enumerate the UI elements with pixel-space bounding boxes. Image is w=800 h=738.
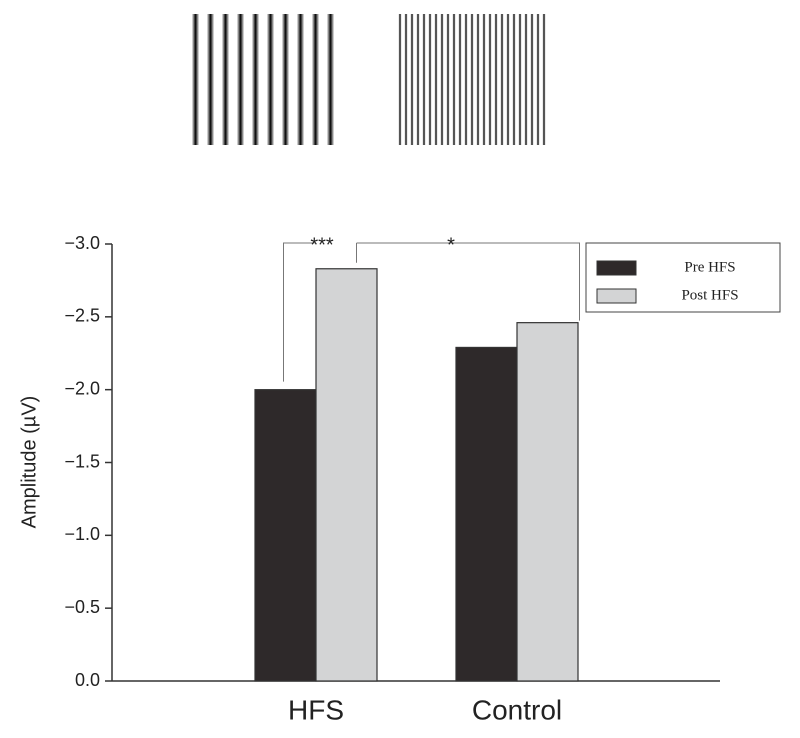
bar xyxy=(254,389,317,682)
y-tick-label: −0.5 xyxy=(64,597,100,617)
grating-low xyxy=(188,14,338,145)
bar xyxy=(315,268,378,682)
x-tick-label: HFS xyxy=(288,694,344,725)
y-tick-label: −3.0 xyxy=(64,233,100,253)
legend-swatch xyxy=(596,260,637,276)
legend-label: Post HFS xyxy=(681,287,738,303)
bracket xyxy=(356,242,580,321)
y-tick-label: −2.5 xyxy=(64,306,100,326)
y-tick-label: −2.0 xyxy=(64,378,100,398)
annotation: * xyxy=(447,234,455,256)
bar xyxy=(516,322,579,682)
legend-label: Pre HFS xyxy=(684,259,735,275)
y-axis-label: Amplitude (µV) xyxy=(18,396,40,529)
y-tick-label: −1.0 xyxy=(64,524,100,544)
legend-swatch xyxy=(596,288,637,304)
bracket xyxy=(283,242,315,382)
grating-high xyxy=(397,14,547,145)
y-tick-label: 0.0 xyxy=(75,670,100,690)
y-tick-label: −1.5 xyxy=(64,451,100,471)
x-tick-label: Control xyxy=(472,694,562,725)
annotation: *** xyxy=(310,234,334,256)
bar xyxy=(455,346,518,682)
legend xyxy=(585,242,781,313)
